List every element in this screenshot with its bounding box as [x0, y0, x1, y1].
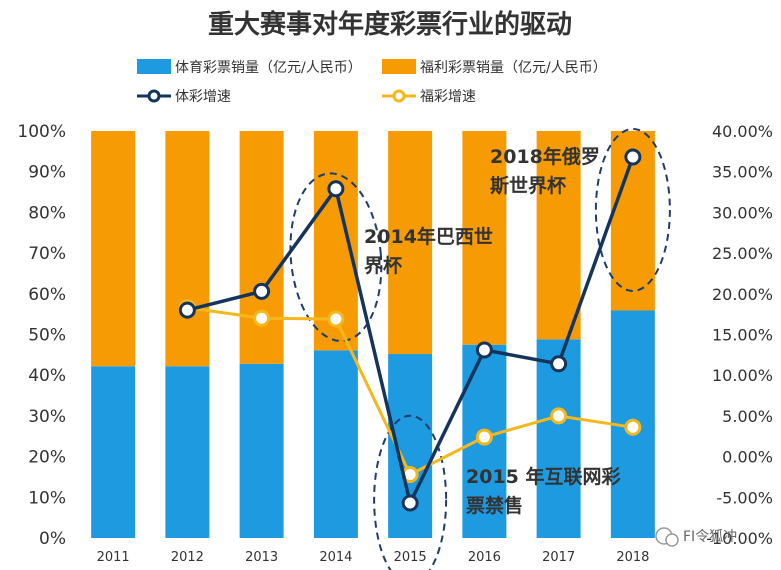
y-left-tick-8: 80% [28, 203, 66, 223]
chart-title: 重大赛事对年度彩票行业的驱动 [208, 9, 572, 40]
point-welfare-growth-2014 [327, 310, 345, 328]
y-right-tick-0: -10.00% [706, 529, 773, 548]
x-tick-2014: 2014 [319, 550, 352, 565]
point-sports-growth-2012 [178, 301, 196, 319]
y-left-tick-9: 90% [28, 163, 66, 183]
x-tick-2017: 2017 [542, 550, 575, 565]
legend-swatch-welfare [382, 59, 416, 74]
point-welfare-growth-2017 [550, 407, 568, 425]
axes: 0% 10% 20% 30% 40% 50% 60% 70% 80% 90% 100% -10.00%… [17, 122, 773, 565]
bar-welfare-2017 [536, 131, 581, 340]
x-tick-2011: 2011 [97, 550, 130, 565]
point-sports-growth-2015 [401, 494, 419, 512]
y-left-tick-1: 10% [28, 488, 66, 508]
y-right-tick-10: 40.00% [712, 122, 773, 141]
bar-welfare-2012 [165, 131, 210, 367]
annotation-2018-line-0: 2018年俄罗 [490, 145, 600, 168]
x-tick-2018: 2018 [616, 550, 649, 565]
bar-welfare-2016 [462, 131, 507, 345]
highlight-ellipse-2014 [289, 172, 383, 342]
legend-marker-sports-growth [147, 89, 161, 103]
point-welfare-growth-2018 [624, 418, 642, 436]
y-right-tick-2: 0.00% [722, 448, 773, 467]
point-sports-growth-2014 [327, 180, 345, 198]
x-tick-2016: 2016 [468, 550, 501, 565]
annotation-2014-line-0: 2014年巴西世 [364, 225, 493, 248]
x-tick-2013: 2013 [245, 550, 278, 565]
y-left-tick-7: 70% [28, 244, 66, 264]
annotation-2014-line-1: 界杯 [364, 254, 402, 277]
wechat-icon-inner [665, 533, 679, 547]
legend: 体育彩票销量（亿元/人民币） 福利彩票销量（亿元/人民币） 体彩增速 福彩增速 [137, 59, 607, 105]
legend-label-sports: 体育彩票销量（亿元/人民币） [175, 60, 362, 76]
point-sports-growth-2018 [624, 148, 642, 166]
bar-welfare-2015 [388, 131, 433, 355]
annotation-2018-line-1: 斯世界杯 [490, 174, 566, 197]
x-tick-2015: 2015 [394, 550, 427, 565]
point-welfare-growth-2016 [475, 428, 493, 446]
bar-sports-2012 [165, 366, 210, 538]
bar-sports-2017 [536, 339, 581, 538]
y-right-tick-7: 25.00% [712, 244, 773, 263]
bar-sports-2013 [239, 363, 284, 538]
growth-lines [178, 148, 642, 512]
point-sports-growth-2013 [253, 282, 271, 300]
y-left-tick-4: 40% [28, 366, 66, 386]
y-right-tick-9: 35.00% [712, 163, 773, 182]
y-left-tick-2: 20% [28, 448, 66, 468]
annotation-2015-line-0: 2015 年互联网彩 [466, 465, 621, 488]
legend-label-sports-growth: 体彩增速 [175, 89, 231, 105]
bar-welfare-2011 [91, 131, 136, 367]
watermark: FI令狐冲 [655, 527, 737, 547]
highlight-ellipses [289, 127, 671, 570]
legend-label-welfare: 福利彩票销量（亿元/人民币） [420, 60, 607, 76]
x-tick-2012: 2012 [171, 550, 204, 565]
y-right-tick-8: 30.00% [712, 203, 773, 222]
y-left-tick-5: 50% [28, 326, 66, 346]
bar-sports-2014 [313, 350, 358, 538]
y-right-tick-4: 10.00% [712, 366, 773, 385]
point-welfare-growth-2013 [253, 309, 271, 327]
point-sports-growth-2017 [550, 355, 568, 373]
y-left-tick-0: 0% [39, 529, 66, 549]
y-right-tick-1: -5.00% [716, 488, 773, 507]
y-right-tick-5: 15.00% [712, 326, 773, 345]
bar-welfare-2013 [239, 131, 284, 364]
bars [91, 131, 655, 538]
legend-label-welfare-growth: 福彩增速 [420, 89, 476, 105]
legend-marker-welfare-growth [392, 89, 406, 103]
watermark-text: FI令狐冲 [683, 529, 737, 545]
annotation-2015-line-1: 票禁售 [466, 494, 523, 517]
y-left-tick-3: 30% [28, 407, 66, 427]
y-left-tick-6: 60% [28, 285, 66, 305]
highlight-ellipse-2015 [373, 414, 448, 570]
legend-swatch-sports [137, 59, 171, 74]
y-left-tick-10: 100% [17, 122, 66, 142]
y-right-tick-3: 5.00% [722, 407, 773, 426]
bar-sports-2011 [91, 366, 136, 538]
point-sports-growth-2016 [475, 341, 493, 359]
y-right-tick-6: 20.00% [712, 285, 773, 304]
